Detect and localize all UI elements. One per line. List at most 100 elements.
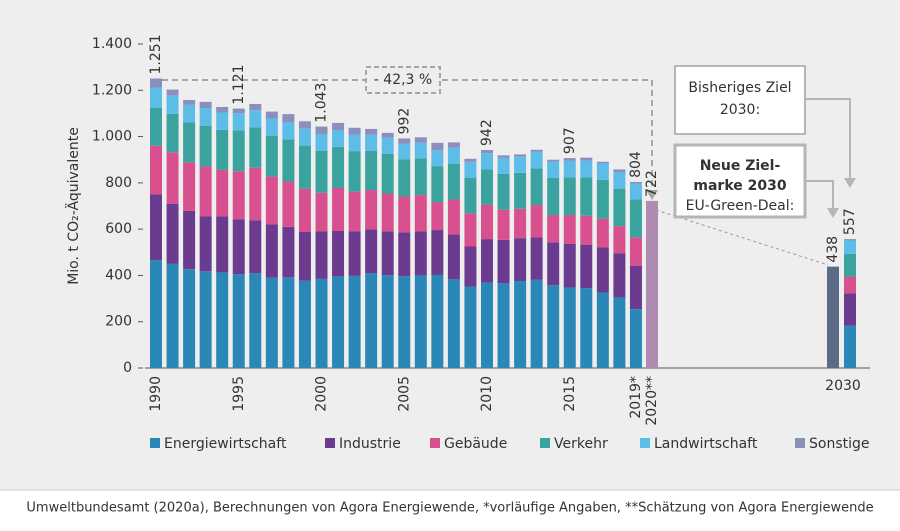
bar-segment — [381, 275, 394, 368]
bar-segment — [249, 220, 262, 274]
x-tick-label: 2010 — [479, 376, 495, 412]
total-label: 438 — [825, 236, 841, 263]
x-tick-label: 2015 — [562, 376, 578, 412]
bar-segment — [348, 151, 361, 192]
bar-segment — [547, 161, 560, 178]
bar-segment — [282, 277, 295, 368]
bar-segment — [381, 137, 394, 154]
bar-segment — [381, 132, 394, 138]
arrow-head — [827, 208, 839, 218]
x-tick-label: 2020** — [644, 376, 660, 426]
bar-segment — [547, 285, 560, 368]
bar-segment — [249, 110, 262, 128]
legend-swatch — [430, 438, 440, 448]
bar-segment — [381, 231, 394, 276]
bar-segment — [547, 215, 560, 243]
bar-segment — [481, 282, 493, 368]
bar-segment — [315, 126, 328, 135]
y-tick-label: 1.200 — [92, 82, 132, 98]
bar-segment — [580, 288, 593, 368]
bar-segment — [232, 219, 245, 275]
bar-segment — [398, 159, 411, 197]
legend-swatch — [325, 438, 335, 448]
bar-segment — [315, 150, 328, 193]
legend-label: Landwirtschaft — [654, 436, 758, 452]
bar-segment — [596, 292, 609, 368]
bar-segment — [365, 134, 378, 151]
bar-segment — [315, 134, 328, 151]
total-label: 1.251 — [148, 34, 164, 74]
source: Umweltbundesamt (2020a), Berechnungen vo… — [26, 501, 873, 516]
x-tick-label: 2030 — [825, 378, 861, 394]
bar-segment — [332, 276, 345, 368]
bar-segment — [464, 286, 477, 368]
bar-segment — [464, 246, 477, 287]
bar-segment — [398, 232, 411, 277]
bar-segment — [464, 213, 477, 247]
bar-segment — [580, 160, 593, 178]
bar-segment — [150, 260, 162, 368]
bar-segment — [199, 125, 212, 167]
bar-segment — [563, 177, 576, 216]
x-tick-label: 2000 — [314, 376, 330, 412]
legend-swatch — [795, 438, 805, 448]
bar-segment — [216, 169, 229, 217]
total-label: 557 — [842, 208, 858, 235]
total-label: 907 — [562, 127, 578, 154]
arrow-head — [844, 178, 856, 188]
bar-segment — [298, 145, 311, 189]
bar-segment — [381, 193, 394, 232]
old-target-label: Bisheriges Ziel — [688, 80, 791, 96]
bar-segment — [199, 101, 212, 109]
bar-segment — [332, 187, 345, 231]
bar-segment — [497, 209, 510, 240]
bar-segment — [563, 160, 576, 178]
bar-segment — [596, 179, 609, 219]
bar-segment — [232, 108, 245, 114]
bar-segment — [199, 271, 212, 368]
new-target-arrow — [805, 180, 834, 210]
bar-segment — [464, 177, 477, 214]
bar-segment — [613, 172, 626, 189]
bar-segment — [514, 156, 527, 173]
y-axis-title: Mio. t CO₂-Äquivalente — [64, 127, 82, 285]
bar-segment — [216, 112, 229, 130]
bar-segment — [183, 210, 196, 270]
bar-segment — [216, 272, 229, 368]
bar-segment — [447, 234, 460, 280]
bar-segment — [183, 104, 196, 123]
bar-segment — [447, 199, 460, 235]
bar-segment — [199, 166, 212, 217]
bar-segment — [431, 166, 444, 203]
bar-segment — [150, 145, 162, 195]
y-tick-label: 600 — [105, 221, 132, 237]
bar-segment — [547, 177, 560, 216]
bar-segment — [613, 226, 626, 254]
bar-segment — [199, 108, 212, 126]
bar-segment — [332, 130, 345, 147]
bar-segment — [398, 196, 411, 233]
bar-segment — [414, 158, 427, 196]
bar-segment — [282, 181, 295, 227]
legend-label: Energiewirtschaft — [164, 436, 287, 452]
total-label: 992 — [396, 108, 412, 135]
legend-label: Verkehr — [554, 436, 608, 452]
y-tick-label: 800 — [105, 175, 132, 191]
bar-segment — [844, 240, 856, 254]
bar-segment — [265, 176, 278, 225]
bar-segment — [365, 273, 378, 368]
bar-segment — [596, 218, 609, 248]
x-tick-label: 1990 — [148, 376, 164, 412]
bar-segment — [332, 122, 345, 131]
bar-segment — [150, 107, 162, 146]
bar-segment — [365, 150, 378, 191]
bar-segment — [265, 111, 278, 119]
bar-segment — [481, 149, 493, 154]
bar-segment — [844, 276, 856, 294]
new-target-box — [673, 143, 807, 219]
bar-segment — [530, 237, 543, 280]
bar-segment — [481, 153, 493, 170]
bar-segment — [298, 188, 311, 232]
bar-segment — [580, 177, 593, 216]
bar-segment — [381, 153, 394, 194]
